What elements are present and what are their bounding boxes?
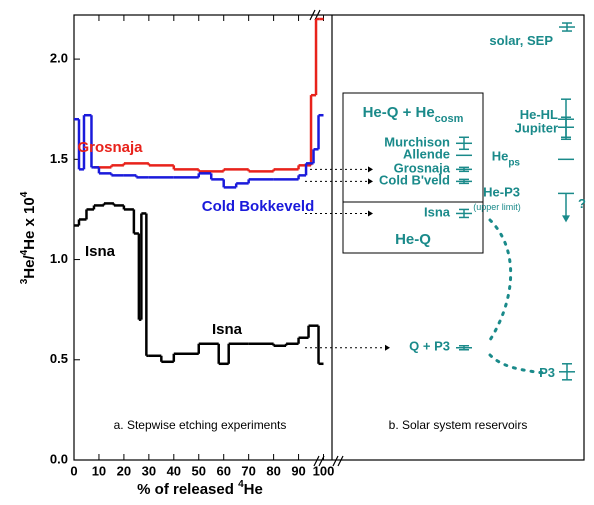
reservoir-label-main: Grosnaja (394, 161, 451, 176)
axis-break (309, 9, 344, 467)
reservoir-label-main: Q + P3 (409, 339, 450, 354)
x-tick-label: 100 (313, 463, 335, 478)
reservoir-label-main: He-P3 (483, 185, 520, 200)
box-footer: He-Q (395, 231, 431, 248)
plot-frame (73, 14, 585, 461)
reservoir-label: P3 (539, 365, 555, 380)
x-tick-label: 70 (241, 463, 255, 478)
y-tick-label: 0.5 (50, 351, 68, 366)
box-title-sub: cosm (435, 113, 464, 125)
reservoir-label-main: He-HL (520, 108, 558, 123)
y-axis-label-part: 4 (19, 249, 30, 255)
y-tick-label: 1.0 (50, 251, 68, 266)
reservoir-label: Jupiter (515, 121, 558, 136)
reservoir-label: Murchison (384, 135, 450, 150)
box-title: He-Q + Hecosm (363, 104, 464, 125)
series-label: Grosnaja (77, 139, 143, 156)
y-tick-label: 2.0 (50, 51, 68, 66)
x-tick-label: 10 (92, 463, 106, 478)
x-tick-label: 50 (192, 463, 206, 478)
y-axis-label-part: He/ (21, 255, 38, 279)
reservoir-mark: ? (578, 196, 586, 211)
reservoir-label-main: Isna (424, 205, 451, 220)
reservoir-label: He-HL (520, 108, 558, 123)
y-axis-label-part: 3 (19, 278, 30, 284)
x-tick-label: 80 (266, 463, 280, 478)
reservoir-label-main: P3 (539, 365, 555, 380)
reservoir-label-main: Murchison (384, 135, 450, 150)
reservoir-label-main: Jupiter (515, 121, 558, 136)
reservoir-box (342, 92, 484, 254)
box-title-main: He-Q + He (363, 104, 435, 121)
x-tick-label: 60 (216, 463, 230, 478)
reservoir-label-main: Cold B'veld (379, 173, 450, 188)
reservoir-label: Isna (424, 205, 451, 220)
reservoir-label: Allende (403, 147, 450, 162)
reservoir-label-main: Allende (403, 147, 450, 162)
reservoir-label-sub: ps (508, 157, 520, 168)
reservoir-label: Cold B'veld (379, 173, 450, 188)
reservoir-label: Q + P3 (409, 339, 450, 354)
reservoir-label: Heps (492, 149, 521, 169)
x-axis-label-part: 4 (238, 479, 244, 490)
reservoir-note: (upper limit) (473, 202, 521, 212)
panel-label: b. Solar system reservoirs (389, 418, 528, 432)
arrow-head (562, 215, 570, 223)
y-axis-label-part: 4 (19, 191, 30, 197)
x-tick-label: 40 (167, 463, 181, 478)
x-axis-label-part: % of released (137, 481, 238, 498)
series-label: Isna (212, 321, 243, 338)
panel-label: a. Stepwise etching experiments (114, 418, 287, 432)
reservoir-label-main: He (492, 149, 509, 164)
series-label: Isna (85, 243, 116, 260)
guide-arrow (368, 210, 373, 217)
y-tick-label: 0.0 (50, 451, 68, 466)
x-tick-label: 20 (117, 463, 131, 478)
reservoir-label: He-P3 (483, 185, 520, 200)
series-label: Cold Bokkeveld (202, 198, 315, 215)
y-axis-label-part: He x 10 (21, 197, 38, 250)
x-tick-label: 30 (142, 463, 156, 478)
reservoir-label: Grosnaja (394, 161, 451, 176)
reservoir-label: solar, SEP (489, 33, 553, 48)
x-tick-label: 90 (291, 463, 305, 478)
x-axis-label: % of released 4He (137, 479, 263, 498)
guide-arrow (385, 344, 390, 351)
x-tick-label: 0 (70, 463, 77, 478)
mixing-curve (488, 218, 547, 375)
guide-arrow (368, 178, 373, 185)
guide-arrow (368, 166, 373, 173)
reservoir-label-main: solar, SEP (489, 33, 553, 48)
x-axis-label-part: He (244, 481, 263, 498)
y-tick-label: 1.5 (50, 151, 68, 166)
y-axis-label: 3He/4He x 104 (19, 191, 38, 284)
